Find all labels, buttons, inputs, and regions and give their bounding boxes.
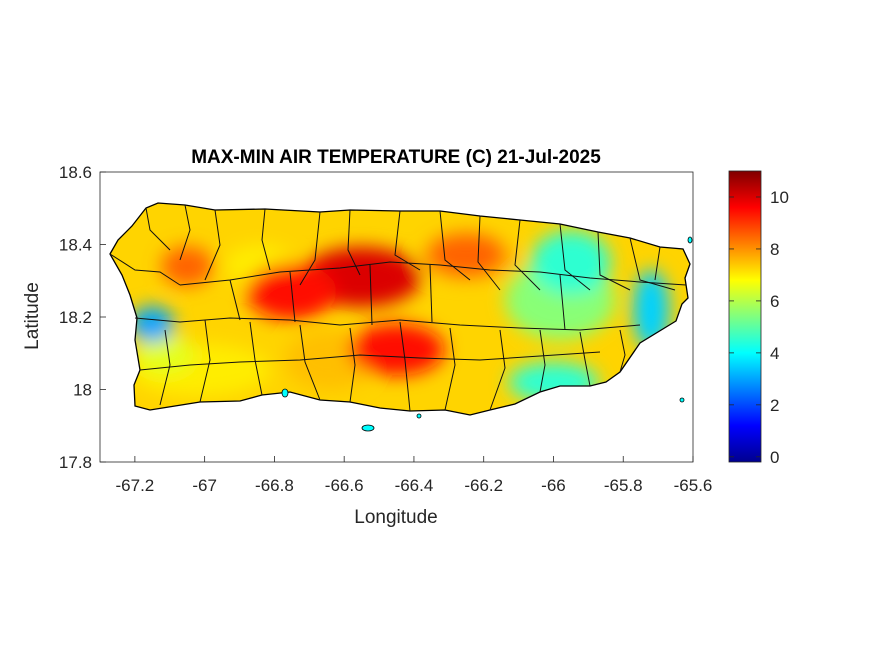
island-outline: [109, 202, 691, 416]
cay: [416, 413, 422, 419]
municipality-border: [199, 319, 211, 403]
municipality-border: [299, 211, 321, 286]
municipality-border: [229, 279, 241, 321]
municipality-border: [399, 321, 411, 412]
municipality-border: [489, 329, 506, 411]
municipality-border: [597, 231, 631, 291]
municipality-border: [349, 327, 356, 403]
field-hotspot: [426, 233, 507, 278]
cay: [679, 397, 685, 403]
field-hotspot: [130, 306, 175, 343]
offshore-cays: [281, 236, 693, 432]
municipality-border: [514, 219, 541, 291]
municipality-border: [539, 329, 546, 393]
y-axis-label: Latitude: [22, 282, 43, 350]
municipality-border: [204, 209, 221, 281]
municipality-border: [477, 215, 501, 291]
municipality-border: [179, 261, 687, 286]
municipality-border: [559, 223, 591, 291]
colorbar-gradient: [728, 170, 762, 463]
y-tick-label: 17.8: [59, 453, 92, 472]
x-axis-ticks: -67.2 -67 -66.8 -66.6 -66.4 -66.2 -66 -65.8 -65.…: [116, 456, 713, 495]
municipality-border: [299, 324, 321, 401]
x-tick-label: -65.6: [674, 476, 713, 495]
x-tick-label: -65.8: [604, 476, 643, 495]
municipality-border: [109, 253, 181, 286]
field-hotspot: [348, 323, 445, 376]
x-tick-label: -66.6: [325, 476, 364, 495]
municipality-border: [629, 237, 676, 291]
municipality-border: [347, 209, 361, 276]
municipality-border: [394, 210, 421, 271]
municipality-border: [619, 329, 626, 373]
field-hotspot: [530, 230, 611, 295]
x-tick-label: -66.2: [464, 476, 503, 495]
municipality-border: [289, 271, 296, 323]
field-hotspot: [161, 246, 214, 287]
municipality-border: [159, 329, 171, 406]
colorbar: 10 8 6 4 2 0: [728, 170, 789, 467]
municipality-border: [559, 274, 566, 331]
y-tick-label: 18.6: [59, 163, 92, 182]
municipality-borders: [109, 204, 687, 412]
x-tick-label: -67: [192, 476, 217, 495]
temperature-field: [110, 203, 690, 415]
municipality-border: [654, 246, 661, 281]
map-axes: -67.2 -67 -66.8 -66.6 -66.4 -66.2 -66 -65.8 -65.…: [59, 163, 712, 495]
y-axis-ticks: 18.6 18.4 18.2 18 17.8: [59, 163, 106, 472]
colorbar-tick-label: 6: [770, 292, 779, 311]
map-title: MAX-MIN AIR TEMPERATURE (C) 21-Jul-2025: [191, 147, 601, 168]
colorbar-tick-label: 2: [770, 396, 779, 415]
x-tick-label: -66.8: [255, 476, 294, 495]
colorbar-tick-label: 0: [770, 448, 779, 467]
x-axis-label: Longitude: [354, 507, 437, 528]
field-hotspot: [633, 269, 670, 350]
x-tick-label: -66.4: [395, 476, 434, 495]
colorbar-tick-label: 4: [770, 344, 779, 363]
colorbar-tick-label: 10: [770, 188, 789, 207]
y-tick-label: 18: [73, 381, 92, 400]
municipality-border: [439, 210, 471, 281]
x-tick-label: -67.2: [116, 476, 155, 495]
municipality-border: [249, 321, 263, 396]
municipality-border: [444, 327, 456, 411]
y-tick-label: 18.4: [59, 236, 92, 255]
colorbar-tick-label: 8: [770, 240, 779, 259]
municipality-border: [145, 207, 171, 251]
cay: [361, 424, 375, 432]
municipality-border: [179, 204, 191, 261]
cay: [687, 236, 693, 244]
municipality-border: [429, 264, 433, 323]
municipality-border: [261, 208, 271, 271]
x-tick-label: -66: [541, 476, 566, 495]
municipality-border: [139, 351, 601, 371]
municipality-border: [579, 331, 591, 387]
municipality-border: [369, 264, 373, 326]
y-tick-label: 18.2: [59, 308, 92, 327]
colorbar-ticks: 10 8 6 4 2 0: [729, 188, 789, 467]
field-blob: [135, 335, 195, 375]
cay: [281, 388, 289, 398]
